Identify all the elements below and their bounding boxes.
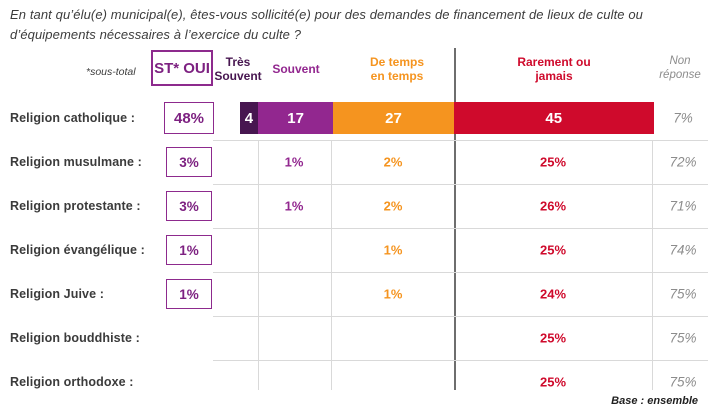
grid-line-horizontal <box>213 184 708 185</box>
nonresponse-value: 75% <box>669 330 697 346</box>
bar-segment: 17 <box>257 102 334 134</box>
nonresponse-value: 75% <box>669 286 697 302</box>
table-row: Religion Juive : 1% 1% 24% 75% <box>0 272 712 316</box>
nonresponse-value: 75% <box>669 374 697 390</box>
st-oui-value: 3% <box>166 191 212 221</box>
row-label: Religion orthodoxe : <box>10 375 134 389</box>
grid-line-vertical <box>331 140 332 390</box>
stacked-bar: 4 17 27 45 <box>240 102 654 134</box>
column-header: Non réponse <box>659 55 701 81</box>
cell-value: 1% <box>284 154 304 170</box>
nonresponse-value: 72% <box>669 154 697 170</box>
table-row: Religion catholique : 48% 4 17 27 45 7% <box>0 96 712 140</box>
column-header: Souvent <box>272 61 320 76</box>
base-note: Base : ensemble <box>611 395 698 407</box>
row-label: Religion musulmane : <box>10 155 142 169</box>
table-row: Religion bouddhiste : 25% 75% <box>0 316 712 360</box>
cell-value: 2% <box>383 154 403 170</box>
table-row: Religion évangélique : 1% 1% 25% 74% <box>0 228 712 272</box>
cell-value: 25% <box>539 374 567 390</box>
cell-value: 2% <box>383 198 403 214</box>
cell-value: 1% <box>383 242 403 258</box>
grid-line-horizontal <box>213 316 708 317</box>
cell-value: 24% <box>539 286 567 302</box>
nonresponse-value: 7% <box>673 110 693 126</box>
table-row: Religion musulmane : 3% 1% 2% 25% 72% <box>0 140 712 184</box>
grid-line-horizontal <box>213 140 708 141</box>
grid-line-horizontal <box>213 272 708 273</box>
row-label: Religion bouddhiste : <box>10 331 140 345</box>
bar-segment: 4 <box>240 102 258 134</box>
grid-line-horizontal <box>213 228 708 229</box>
table-row: Religion orthodoxe : 25% 75% <box>0 360 712 404</box>
bar-segment: 45 <box>453 102 654 134</box>
st-oui-value: 1% <box>166 279 212 309</box>
st-oui-value: 3% <box>166 147 212 177</box>
cell-value: 25% <box>539 242 567 258</box>
table-row: Religion protestante : 3% 1% 2% 26% 71% <box>0 184 712 228</box>
subtotal-note: *sous-total <box>86 66 136 78</box>
grid-line-dark-vertical <box>454 48 456 390</box>
cell-value: 1% <box>383 286 403 302</box>
row-label: Religion Juive : <box>10 287 104 301</box>
column-header: De temps en temps <box>369 54 425 83</box>
st-oui-value: 1% <box>166 235 212 265</box>
column-header: Rarement ou jamais <box>517 54 591 83</box>
row-label: Religion protestante : <box>10 199 141 213</box>
cell-value: 25% <box>539 330 567 346</box>
st-oui-header: ST* OUI <box>151 50 213 86</box>
grid-line-horizontal <box>213 360 708 361</box>
cell-value: 26% <box>539 198 567 214</box>
cell-value: 1% <box>284 198 304 214</box>
row-label: Religion catholique : <box>10 111 136 125</box>
nonresponse-value: 74% <box>669 242 697 258</box>
question-title: En tant qu’élu(e) municipal(e), êtes-vou… <box>10 7 643 42</box>
cell-value: 25% <box>539 154 567 170</box>
nonresponse-value: 71% <box>669 198 697 214</box>
bar-segment: 27 <box>333 102 454 134</box>
grid-line-vertical <box>652 140 653 390</box>
column-header: Très Souvent <box>214 54 262 83</box>
grid-line-vertical <box>258 140 259 390</box>
st-oui-value: 48% <box>164 102 214 134</box>
row-label: Religion évangélique : <box>10 243 145 257</box>
